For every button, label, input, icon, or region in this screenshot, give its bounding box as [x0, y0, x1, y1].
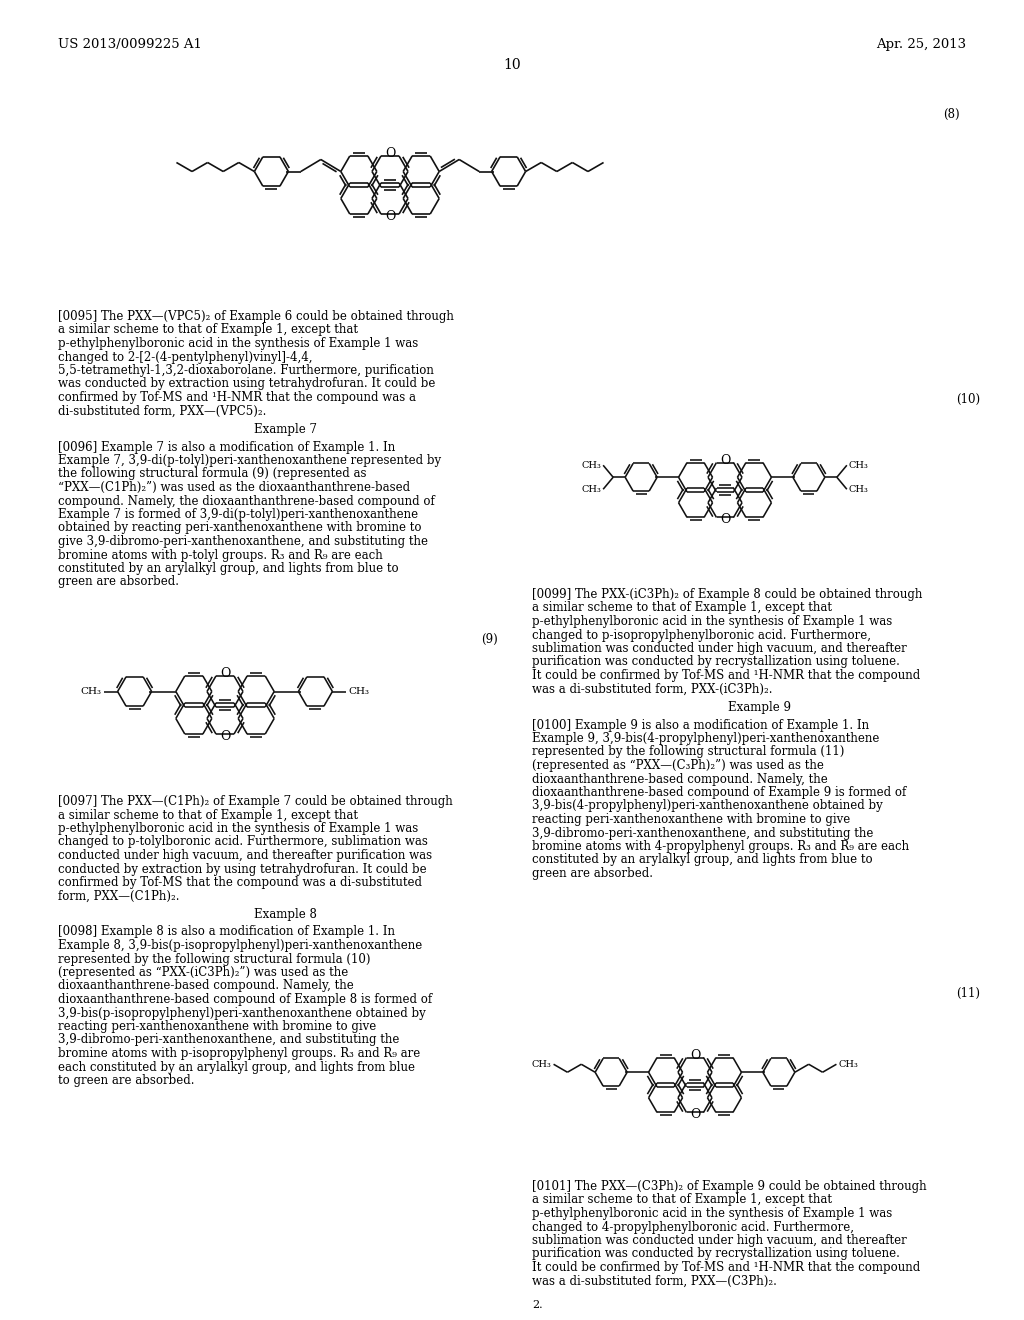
Text: confirmed by Tof-MS and ¹H-NMR that the compound was a: confirmed by Tof-MS and ¹H-NMR that the … — [58, 391, 416, 404]
Text: “PXX—(C1Ph)₂”) was used as the dioxaanthanthrene-based: “PXX—(C1Ph)₂”) was used as the dioxaanth… — [58, 480, 411, 494]
Text: dioxaanthanthrene-based compound. Namely, the: dioxaanthanthrene-based compound. Namely… — [532, 772, 827, 785]
Text: (11): (11) — [956, 987, 980, 1001]
Text: Example 7: Example 7 — [254, 422, 317, 436]
Text: Example 8, 3,9-bis(p-isopropylphenyl)peri-xanthenoxanthene: Example 8, 3,9-bis(p-isopropylphenyl)per… — [58, 939, 422, 952]
Text: [0099] The PXX-(iC3Ph)₂ of Example 8 could be obtained through: [0099] The PXX-(iC3Ph)₂ of Example 8 cou… — [532, 587, 923, 601]
Text: conducted under high vacuum, and thereafter purification was: conducted under high vacuum, and thereaf… — [58, 849, 432, 862]
Text: changed to p-isopropylphenylboronic acid. Furthermore,: changed to p-isopropylphenylboronic acid… — [532, 628, 871, 642]
Text: [0096] Example 7 is also a modification of Example 1. In: [0096] Example 7 is also a modification … — [58, 441, 395, 454]
Text: CH₃: CH₃ — [849, 484, 868, 494]
Text: confirmed by Tof-MS that the compound was a di-substituted: confirmed by Tof-MS that the compound wa… — [58, 876, 422, 888]
Text: reacting peri-xanthenoxanthene with bromine to give: reacting peri-xanthenoxanthene with brom… — [532, 813, 850, 826]
Text: US 2013/0099225 A1: US 2013/0099225 A1 — [58, 38, 202, 51]
Text: 3,9-dibromo-peri-xanthenoxanthene, and substituting the: 3,9-dibromo-peri-xanthenoxanthene, and s… — [532, 826, 873, 840]
Text: CH₃: CH₃ — [348, 686, 370, 696]
Text: Example 7 is formed of 3,9-di(p-tolyl)peri-xanthenoxanthene: Example 7 is formed of 3,9-di(p-tolyl)pe… — [58, 508, 418, 521]
Text: a similar scheme to that of Example 1, except that: a similar scheme to that of Example 1, e… — [58, 808, 358, 821]
Text: [0095] The PXX—(VPC5)₂ of Example 6 could be obtained through: [0095] The PXX—(VPC5)₂ of Example 6 coul… — [58, 310, 454, 323]
Text: O: O — [720, 513, 730, 527]
Text: CH₃: CH₃ — [81, 686, 101, 696]
Text: Example 9: Example 9 — [728, 701, 791, 714]
Text: reacting peri-xanthenoxanthene with bromine to give: reacting peri-xanthenoxanthene with brom… — [58, 1020, 376, 1034]
Text: CH₃: CH₃ — [582, 461, 601, 470]
Text: O: O — [720, 454, 730, 467]
Text: green are absorbed.: green are absorbed. — [58, 576, 179, 589]
Text: to green are absorbed.: to green are absorbed. — [58, 1074, 195, 1086]
Text: sublimation was conducted under high vacuum, and thereafter: sublimation was conducted under high vac… — [532, 642, 906, 655]
Text: p-ethylphenylboronic acid in the synthesis of Example 1 was: p-ethylphenylboronic acid in the synthes… — [58, 822, 418, 836]
Text: CH₃: CH₃ — [531, 1060, 552, 1069]
Text: sublimation was conducted under high vacuum, and thereafter: sublimation was conducted under high vac… — [532, 1234, 906, 1247]
Text: [0101] The PXX—(C3Ph)₂ of Example 9 could be obtained through: [0101] The PXX—(C3Ph)₂ of Example 9 coul… — [532, 1180, 927, 1193]
Text: give 3,9-dibromo-peri-xanthenoxanthene, and substituting the: give 3,9-dibromo-peri-xanthenoxanthene, … — [58, 535, 428, 548]
Text: purification was conducted by recrystallization using toluene.: purification was conducted by recrystall… — [532, 656, 900, 668]
Text: O: O — [385, 210, 395, 223]
Text: (represented as “PXX—(C₃Ph)₂”) was used as the: (represented as “PXX—(C₃Ph)₂”) was used … — [532, 759, 824, 772]
Text: a similar scheme to that of Example 1, except that: a similar scheme to that of Example 1, e… — [532, 1193, 831, 1206]
Text: O: O — [690, 1049, 700, 1061]
Text: obtained by reacting peri-xanthenoxanthene with bromine to: obtained by reacting peri-xanthenoxanthe… — [58, 521, 422, 535]
Text: (10): (10) — [955, 393, 980, 407]
Text: It could be confirmed by Tof-MS and ¹H-NMR that the compound: It could be confirmed by Tof-MS and ¹H-N… — [532, 669, 921, 682]
Text: dioxaanthanthrene-based compound of Example 8 is formed of: dioxaanthanthrene-based compound of Exam… — [58, 993, 432, 1006]
Text: constituted by an arylalkyl group, and lights from blue to: constituted by an arylalkyl group, and l… — [58, 562, 398, 576]
Text: O: O — [220, 730, 230, 743]
Text: was conducted by extraction using tetrahydrofuran. It could be: was conducted by extraction using tetrah… — [58, 378, 435, 391]
Text: bromine atoms with p-tolyl groups. R₃ and R₉ are each: bromine atoms with p-tolyl groups. R₃ an… — [58, 549, 383, 561]
Text: Example 9, 3,9-bis(4-propylphenyl)peri-xanthenoxanthene: Example 9, 3,9-bis(4-propylphenyl)peri-x… — [532, 733, 880, 744]
Text: (9): (9) — [481, 634, 498, 645]
Text: Apr. 25, 2013: Apr. 25, 2013 — [876, 38, 966, 51]
Text: O: O — [220, 667, 230, 680]
Text: the following structural formula (9) (represented as: the following structural formula (9) (re… — [58, 467, 367, 480]
Text: CH₃: CH₃ — [582, 484, 601, 494]
Text: was a di-substituted form, PXX—(C3Ph)₂.: was a di-substituted form, PXX—(C3Ph)₂. — [532, 1275, 777, 1287]
Text: form, PXX—(C1Ph)₂.: form, PXX—(C1Ph)₂. — [58, 890, 179, 903]
Text: bromine atoms with p-isopropylphenyl groups. R₃ and R₉ are: bromine atoms with p-isopropylphenyl gro… — [58, 1047, 420, 1060]
Text: Example 8: Example 8 — [254, 908, 317, 921]
Text: p-ethylphenylboronic acid in the synthesis of Example 1 was: p-ethylphenylboronic acid in the synthes… — [532, 615, 892, 628]
Text: (8): (8) — [943, 108, 961, 121]
Text: bromine atoms with 4-propylphenyl groups. R₃ and R₉ are each: bromine atoms with 4-propylphenyl groups… — [532, 840, 909, 853]
Text: changed to 2-[2-(4-pentylphenyl)vinyl]-4,4,: changed to 2-[2-(4-pentylphenyl)vinyl]-4… — [58, 351, 312, 363]
Text: each constituted by an arylalkyl group, and lights from blue: each constituted by an arylalkyl group, … — [58, 1060, 415, 1073]
Text: dioxaanthanthrene-based compound of Example 9 is formed of: dioxaanthanthrene-based compound of Exam… — [532, 785, 906, 799]
Text: (represented as “PXX-(iC3Ph)₂”) was used as the: (represented as “PXX-(iC3Ph)₂”) was used… — [58, 966, 348, 979]
Text: changed to 4-propylphenylboronic acid. Furthermore,: changed to 4-propylphenylboronic acid. F… — [532, 1221, 854, 1233]
Text: Example 7, 3,9-di(p-tolyl)peri-xanthenoxanthene represented by: Example 7, 3,9-di(p-tolyl)peri-xanthenox… — [58, 454, 441, 467]
Text: constituted by an arylalkyl group, and lights from blue to: constituted by an arylalkyl group, and l… — [532, 854, 872, 866]
Text: p-ethylphenylboronic acid in the synthesis of Example 1 was: p-ethylphenylboronic acid in the synthes… — [532, 1206, 892, 1220]
Text: O: O — [690, 1109, 700, 1121]
Text: compound. Namely, the dioxaanthanthrene-based compound of: compound. Namely, the dioxaanthanthrene-… — [58, 495, 435, 507]
Text: [0098] Example 8 is also a modification of Example 1. In: [0098] Example 8 is also a modification … — [58, 925, 395, 939]
Text: represented by the following structural formula (10): represented by the following structural … — [58, 953, 371, 965]
Text: 3,9-bis(4-propylphenyl)peri-xanthenoxanthene obtained by: 3,9-bis(4-propylphenyl)peri-xanthenoxant… — [532, 800, 883, 813]
Text: di-substituted form, PXX—(VPC5)₂.: di-substituted form, PXX—(VPC5)₂. — [58, 404, 266, 417]
Text: 10: 10 — [503, 58, 521, 73]
Text: 3,9-bis(p-isopropylphenyl)peri-xanthenoxanthene obtained by: 3,9-bis(p-isopropylphenyl)peri-xanthenox… — [58, 1006, 426, 1019]
Text: 3,9-dibromo-peri-xanthenoxanthene, and substituting the: 3,9-dibromo-peri-xanthenoxanthene, and s… — [58, 1034, 399, 1047]
Text: 5,5-tetramethyl-1,3,2-dioxaborolane. Furthermore, purification: 5,5-tetramethyl-1,3,2-dioxaborolane. Fur… — [58, 364, 434, 378]
Text: a similar scheme to that of Example 1, except that: a similar scheme to that of Example 1, e… — [532, 602, 831, 615]
Text: green are absorbed.: green are absorbed. — [532, 867, 653, 880]
Text: [0097] The PXX—(C1Ph)₂ of Example 7 could be obtained through: [0097] The PXX—(C1Ph)₂ of Example 7 coul… — [58, 795, 453, 808]
Text: changed to p-tolylboronic acid. Furthermore, sublimation was: changed to p-tolylboronic acid. Furtherm… — [58, 836, 428, 849]
Text: dioxaanthanthrene-based compound. Namely, the: dioxaanthanthrene-based compound. Namely… — [58, 979, 353, 993]
Text: [0100] Example 9 is also a modification of Example 1. In: [0100] Example 9 is also a modification … — [532, 718, 869, 731]
Text: CH₃: CH₃ — [849, 461, 868, 470]
Text: O: O — [385, 147, 395, 160]
Text: a similar scheme to that of Example 1, except that: a similar scheme to that of Example 1, e… — [58, 323, 358, 337]
Text: It could be confirmed by Tof-MS and ¹H-NMR that the compound: It could be confirmed by Tof-MS and ¹H-N… — [532, 1261, 921, 1274]
Text: represented by the following structural formula (11): represented by the following structural … — [532, 746, 845, 759]
Text: CH₃: CH₃ — [839, 1060, 858, 1069]
Text: 2.: 2. — [532, 1300, 543, 1309]
Text: conducted by extraction by using tetrahydrofuran. It could be: conducted by extraction by using tetrahy… — [58, 862, 427, 875]
Text: purification was conducted by recrystallization using toluene.: purification was conducted by recrystall… — [532, 1247, 900, 1261]
Text: was a di-substituted form, PXX-(iC3Ph)₂.: was a di-substituted form, PXX-(iC3Ph)₂. — [532, 682, 772, 696]
Text: p-ethylphenylboronic acid in the synthesis of Example 1 was: p-ethylphenylboronic acid in the synthes… — [58, 337, 418, 350]
